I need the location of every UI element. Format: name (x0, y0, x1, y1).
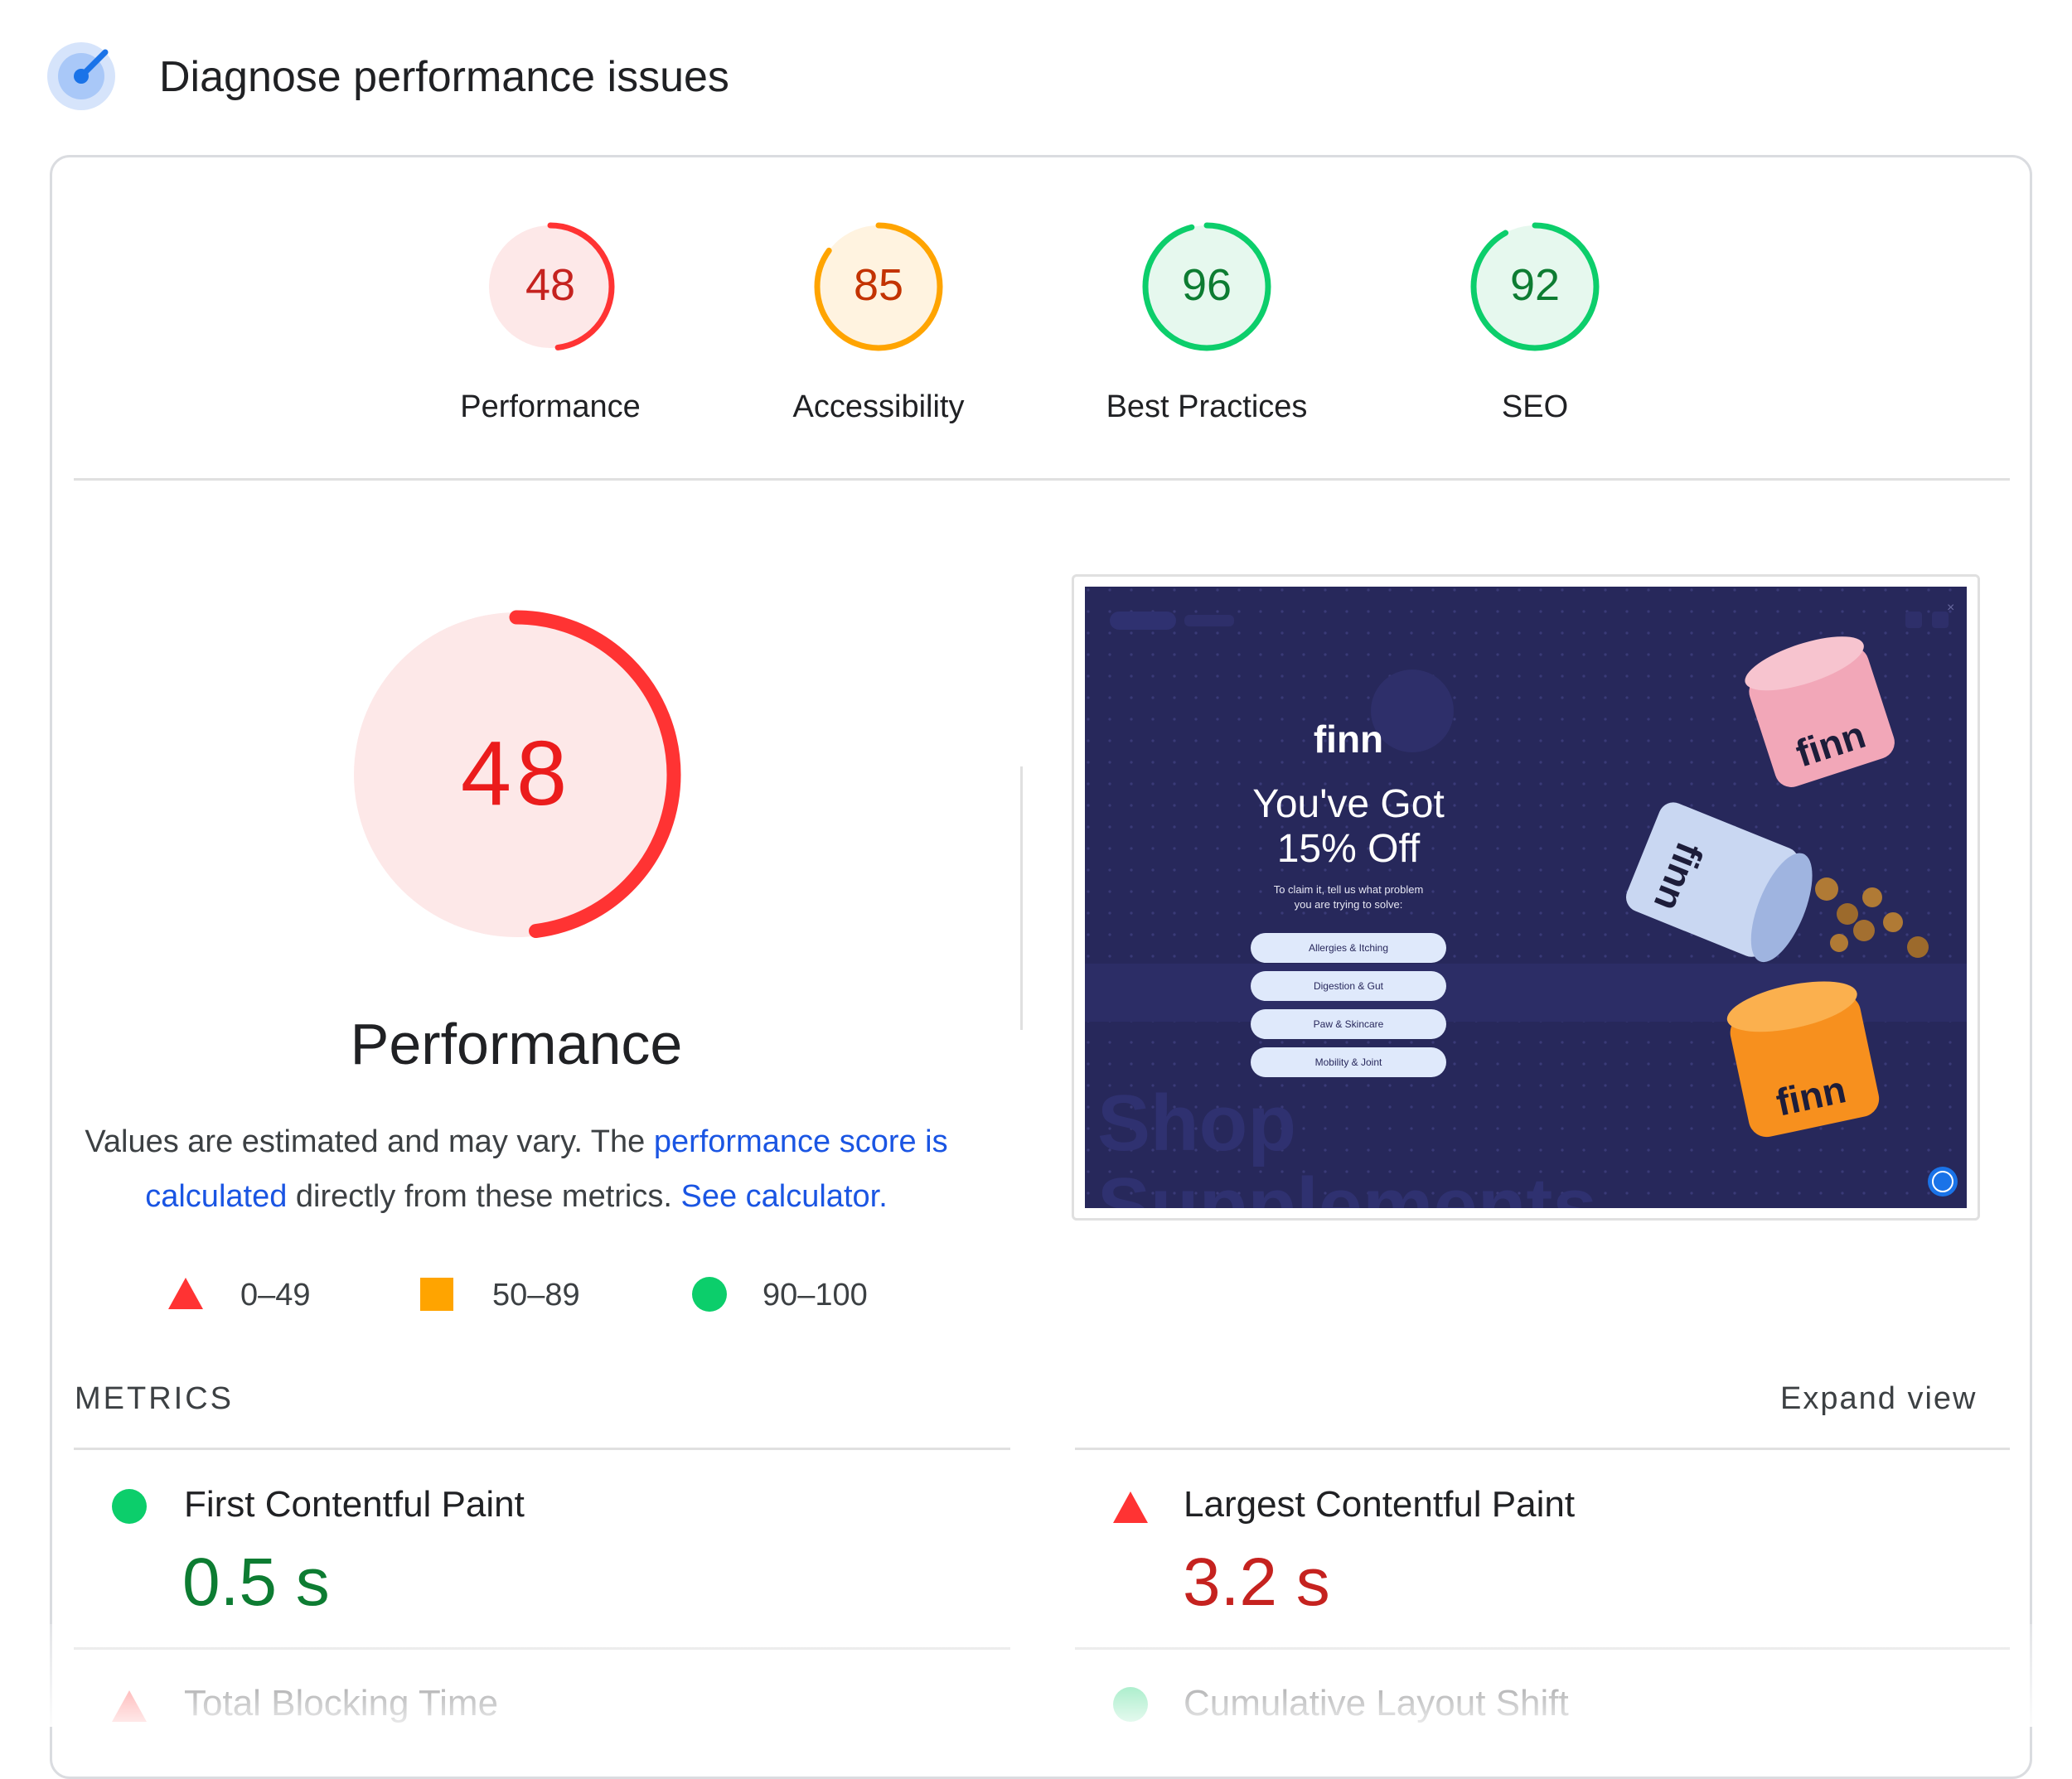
section-divider (74, 478, 2010, 481)
main-performance-label: Performance (350, 1012, 683, 1076)
product-jar-orange: finn (1726, 981, 1880, 1138)
screenshot-headline-2: 15% Off (1277, 827, 1421, 871)
product-jar-pink: finn (1745, 636, 1895, 787)
legend-pass-circle-icon (692, 1277, 727, 1312)
screenshot-bg-heading: Shop (1097, 1079, 1296, 1167)
gauge-accessibility-score: 85 (854, 260, 903, 310)
svg-text:×: × (1947, 601, 1954, 615)
product-jar-blue: finn (1625, 802, 1813, 963)
gauge-performance-score: 48 (525, 260, 575, 310)
gauge-best-practices-score: 96 (1182, 260, 1232, 310)
metric-tbt-average-triangle-icon (112, 1690, 147, 1726)
gauge-accessibility-label: Accessibility (792, 389, 965, 424)
see-calculator-link[interactable]: See calculator. (680, 1179, 888, 1214)
description-text: Values are estimated and may vary. The (85, 1124, 654, 1159)
description-text-2: directly from these metrics. (287, 1179, 681, 1214)
popup-option-3: Paw & Skincare (1251, 1009, 1446, 1039)
metrics-divider-right (1075, 1448, 2010, 1450)
screenshot-subtext: To claim it, tell us what problem (1274, 883, 1424, 896)
metric-fcp-value: 0.5 s (182, 1545, 330, 1620)
legend-average-range: 50–89 (492, 1278, 580, 1312)
legend-fail-triangle-icon (168, 1278, 203, 1313)
gauge-performance[interactable]: 48 (484, 220, 617, 353)
legend-pass-range: 90–100 (762, 1278, 868, 1312)
page-title: Diagnose performance issues (159, 53, 729, 101)
metrics-row-divider-left (74, 1647, 1010, 1650)
legend-fail-range: 0–49 (240, 1278, 311, 1312)
performance-description: Values are estimated and may vary. The p… (79, 1114, 954, 1224)
vertical-separator (1020, 766, 1023, 1030)
metrics-divider-left (74, 1448, 1010, 1450)
metric-tbt-name: Total Blocking Time (184, 1683, 499, 1723)
metric-lcp-value: 3.2 s (1183, 1545, 1330, 1620)
gauge-accessibility[interactable]: 85 (812, 220, 945, 353)
metric-cls-pass-circle-icon (1113, 1687, 1148, 1722)
metric-fcp-pass-circle-icon (112, 1489, 147, 1524)
gauge-best-practices-label: Best Practices (1106, 389, 1308, 424)
product-treats (1815, 877, 1929, 958)
legend-average-square-icon (420, 1278, 453, 1311)
expand-view-button[interactable]: Expand view (1780, 1381, 1978, 1416)
popup-option-1: Allergies & Itching (1251, 933, 1446, 963)
lighthouse-gauge-icon (47, 42, 115, 110)
metrics-heading: METRICS (75, 1381, 234, 1416)
gauge-seo-label: SEO (1501, 389, 1569, 424)
performance-score-link[interactable]: performance score is calculated (145, 1124, 948, 1214)
gauge-performance-label: Performance (460, 389, 641, 424)
metric-fcp-name: First Contentful Paint (184, 1484, 525, 1525)
metric-lcp-name: Largest Contentful Paint (1184, 1484, 1576, 1525)
popup-option-2: Digestion & Gut (1251, 971, 1446, 1001)
popup-option-4: Mobility & Joint (1251, 1047, 1446, 1077)
main-performance-score: 48 (461, 723, 572, 824)
screenshot-brand-logo: finn (1314, 718, 1383, 761)
metric-cls-name: Cumulative Layout Shift (1184, 1683, 1569, 1723)
screenshot-headline: You've Got (1252, 782, 1445, 826)
metrics-row-divider-right (1075, 1647, 2010, 1650)
main-performance-gauge: 48 (351, 609, 682, 940)
gauge-seo[interactable]: 92 (1469, 220, 1601, 353)
final-screenshot: Shop Supplements × finn You've Got 15% O… (1085, 587, 1967, 1208)
gauge-best-practices[interactable]: 96 (1140, 220, 1273, 353)
screenshot-bg-heading-2: Supplements (1097, 1162, 1597, 1208)
gauge-seo-score: 92 (1510, 260, 1560, 310)
metric-lcp-fail-triangle-icon (1113, 1491, 1148, 1527)
screenshot-subtext-2: you are trying to solve: (1295, 898, 1403, 911)
